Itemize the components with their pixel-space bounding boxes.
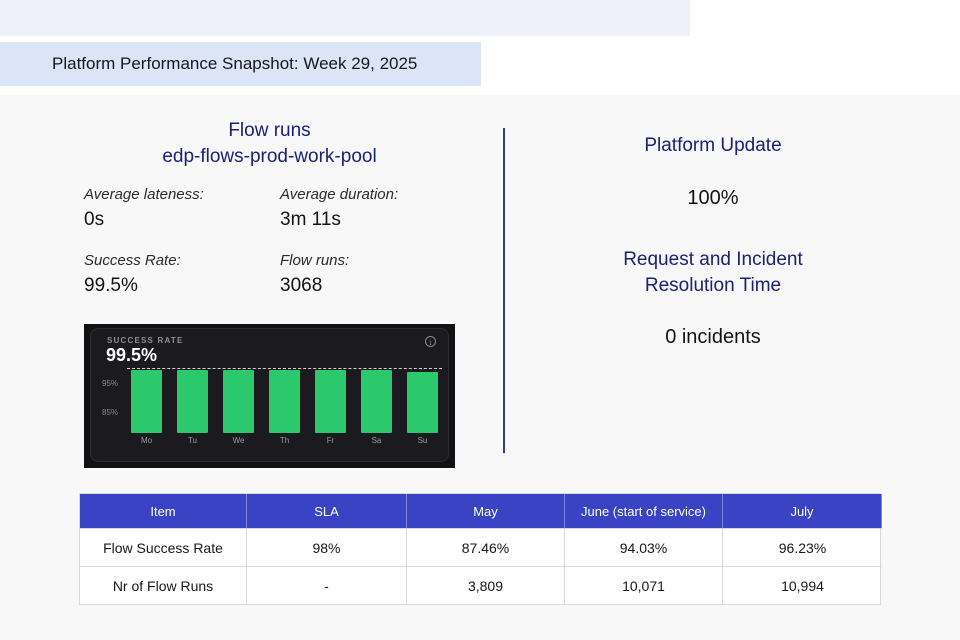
flow-runs-heading: Flow runs edp-flows-prod-work-pool (84, 118, 455, 170)
metrics-grid: Average lateness: 0s Average duration: 3… (84, 186, 455, 297)
metric-label: Success Rate: (84, 252, 181, 269)
table-cell: 98% (247, 528, 407, 566)
table-cell: 10,071 (565, 566, 723, 604)
y-tick-label: 85% (102, 408, 119, 417)
x-tick-label: Fr (326, 436, 335, 445)
table-cell: - (247, 566, 407, 604)
vertical-divider (503, 128, 505, 453)
success-rate-widget: SUCCESS RATE 99.5% i 95% 85% Mo Tu We Th Fr S… (84, 324, 455, 468)
table-header-june: June (start of service) (565, 494, 723, 528)
x-tick-label: Tu (187, 436, 198, 445)
metric-value: 99.5% (84, 275, 138, 296)
resolution-time-heading: Request and Incident Resolution Time (503, 247, 923, 299)
metric-value: 3068 (280, 275, 323, 296)
success-rate-big-number: 99.5% (106, 345, 158, 365)
content-area: Flow runs edp-flows-prod-work-pool Avera… (0, 95, 960, 640)
table-cell: Nr of Flow Runs (80, 566, 247, 604)
page-title: Platform Performance Snapshot: Week 29, … (52, 54, 418, 73)
table-cell: 10,994 (723, 566, 882, 604)
table-header-may: May (407, 494, 565, 528)
x-tick-label: Th (279, 436, 290, 445)
flow-runs-heading-line1: Flow runs (228, 120, 311, 141)
flow-runs-heading-line2: edp-flows-prod-work-pool (162, 146, 377, 167)
platform-update-value: 100% (687, 187, 739, 209)
resolution-time-heading-line1: Request and Incident (623, 249, 803, 270)
x-tick-label: We (232, 436, 245, 445)
metric-label: Average duration: (280, 186, 399, 203)
bar-Su (407, 372, 438, 433)
table-cell: 94.03% (565, 528, 723, 566)
success-rate-widget-panel: SUCCESS RATE 99.5% i 95% 85% Mo Tu We Th Fr S… (90, 328, 449, 462)
metric-flow-runs: Flow runs: 3068 (280, 252, 455, 297)
chart-x-labels: Mo Tu We Th Fr Sa Su (131, 436, 438, 445)
metric-average-lateness: Average lateness: 0s (84, 186, 280, 231)
x-tick-label: Su (417, 436, 428, 445)
platform-update-heading: Platform Update (644, 135, 782, 156)
x-tick-label: Sa (371, 436, 382, 445)
resolution-time-heading-line2: Resolution Time (644, 275, 782, 296)
flow-runs-panel: Flow runs edp-flows-prod-work-pool Avera… (84, 118, 455, 297)
info-icon[interactable]: i (425, 336, 436, 347)
metric-success-rate: Success Rate: 99.5% (84, 252, 280, 297)
table-cell: Flow Success Rate (80, 528, 247, 566)
bar-Th (269, 370, 300, 433)
bar-Tu (177, 370, 208, 433)
target-line (127, 368, 442, 369)
platform-update-panel: Platform Update 100% Request and Inciden… (503, 133, 923, 349)
y-tick-label: 95% (102, 379, 119, 388)
table-header-sla: SLA (247, 494, 407, 528)
metric-value: 0s (84, 209, 105, 230)
table-cell: 3,809 (407, 566, 565, 604)
bar-Sa (361, 370, 392, 433)
x-tick-label: Mo (140, 436, 153, 445)
table-header-item: Item (80, 494, 247, 528)
bar-We (223, 370, 254, 433)
sla-table: Item SLA May June (start of service) Jul… (79, 493, 882, 605)
table-cell: 96.23% (723, 528, 882, 566)
table-cell: 87.46% (407, 528, 565, 566)
metric-value: 3m 11s (280, 209, 341, 230)
bar-Mo (131, 370, 162, 433)
metric-label: Flow runs: (280, 252, 350, 269)
incidents-value: 0 incidents (665, 326, 761, 348)
widget-label: SUCCESS RATE (107, 336, 184, 345)
bar-Fr (315, 370, 346, 433)
top-decorative-strip (0, 0, 690, 36)
success-rate-plot (127, 333, 442, 433)
table-header-july: July (723, 494, 882, 528)
metric-average-duration: Average duration: 3m 11s (280, 186, 455, 231)
metric-label: Average lateness: (84, 186, 204, 203)
title-band: Platform Performance Snapshot: Week 29, … (0, 42, 481, 86)
